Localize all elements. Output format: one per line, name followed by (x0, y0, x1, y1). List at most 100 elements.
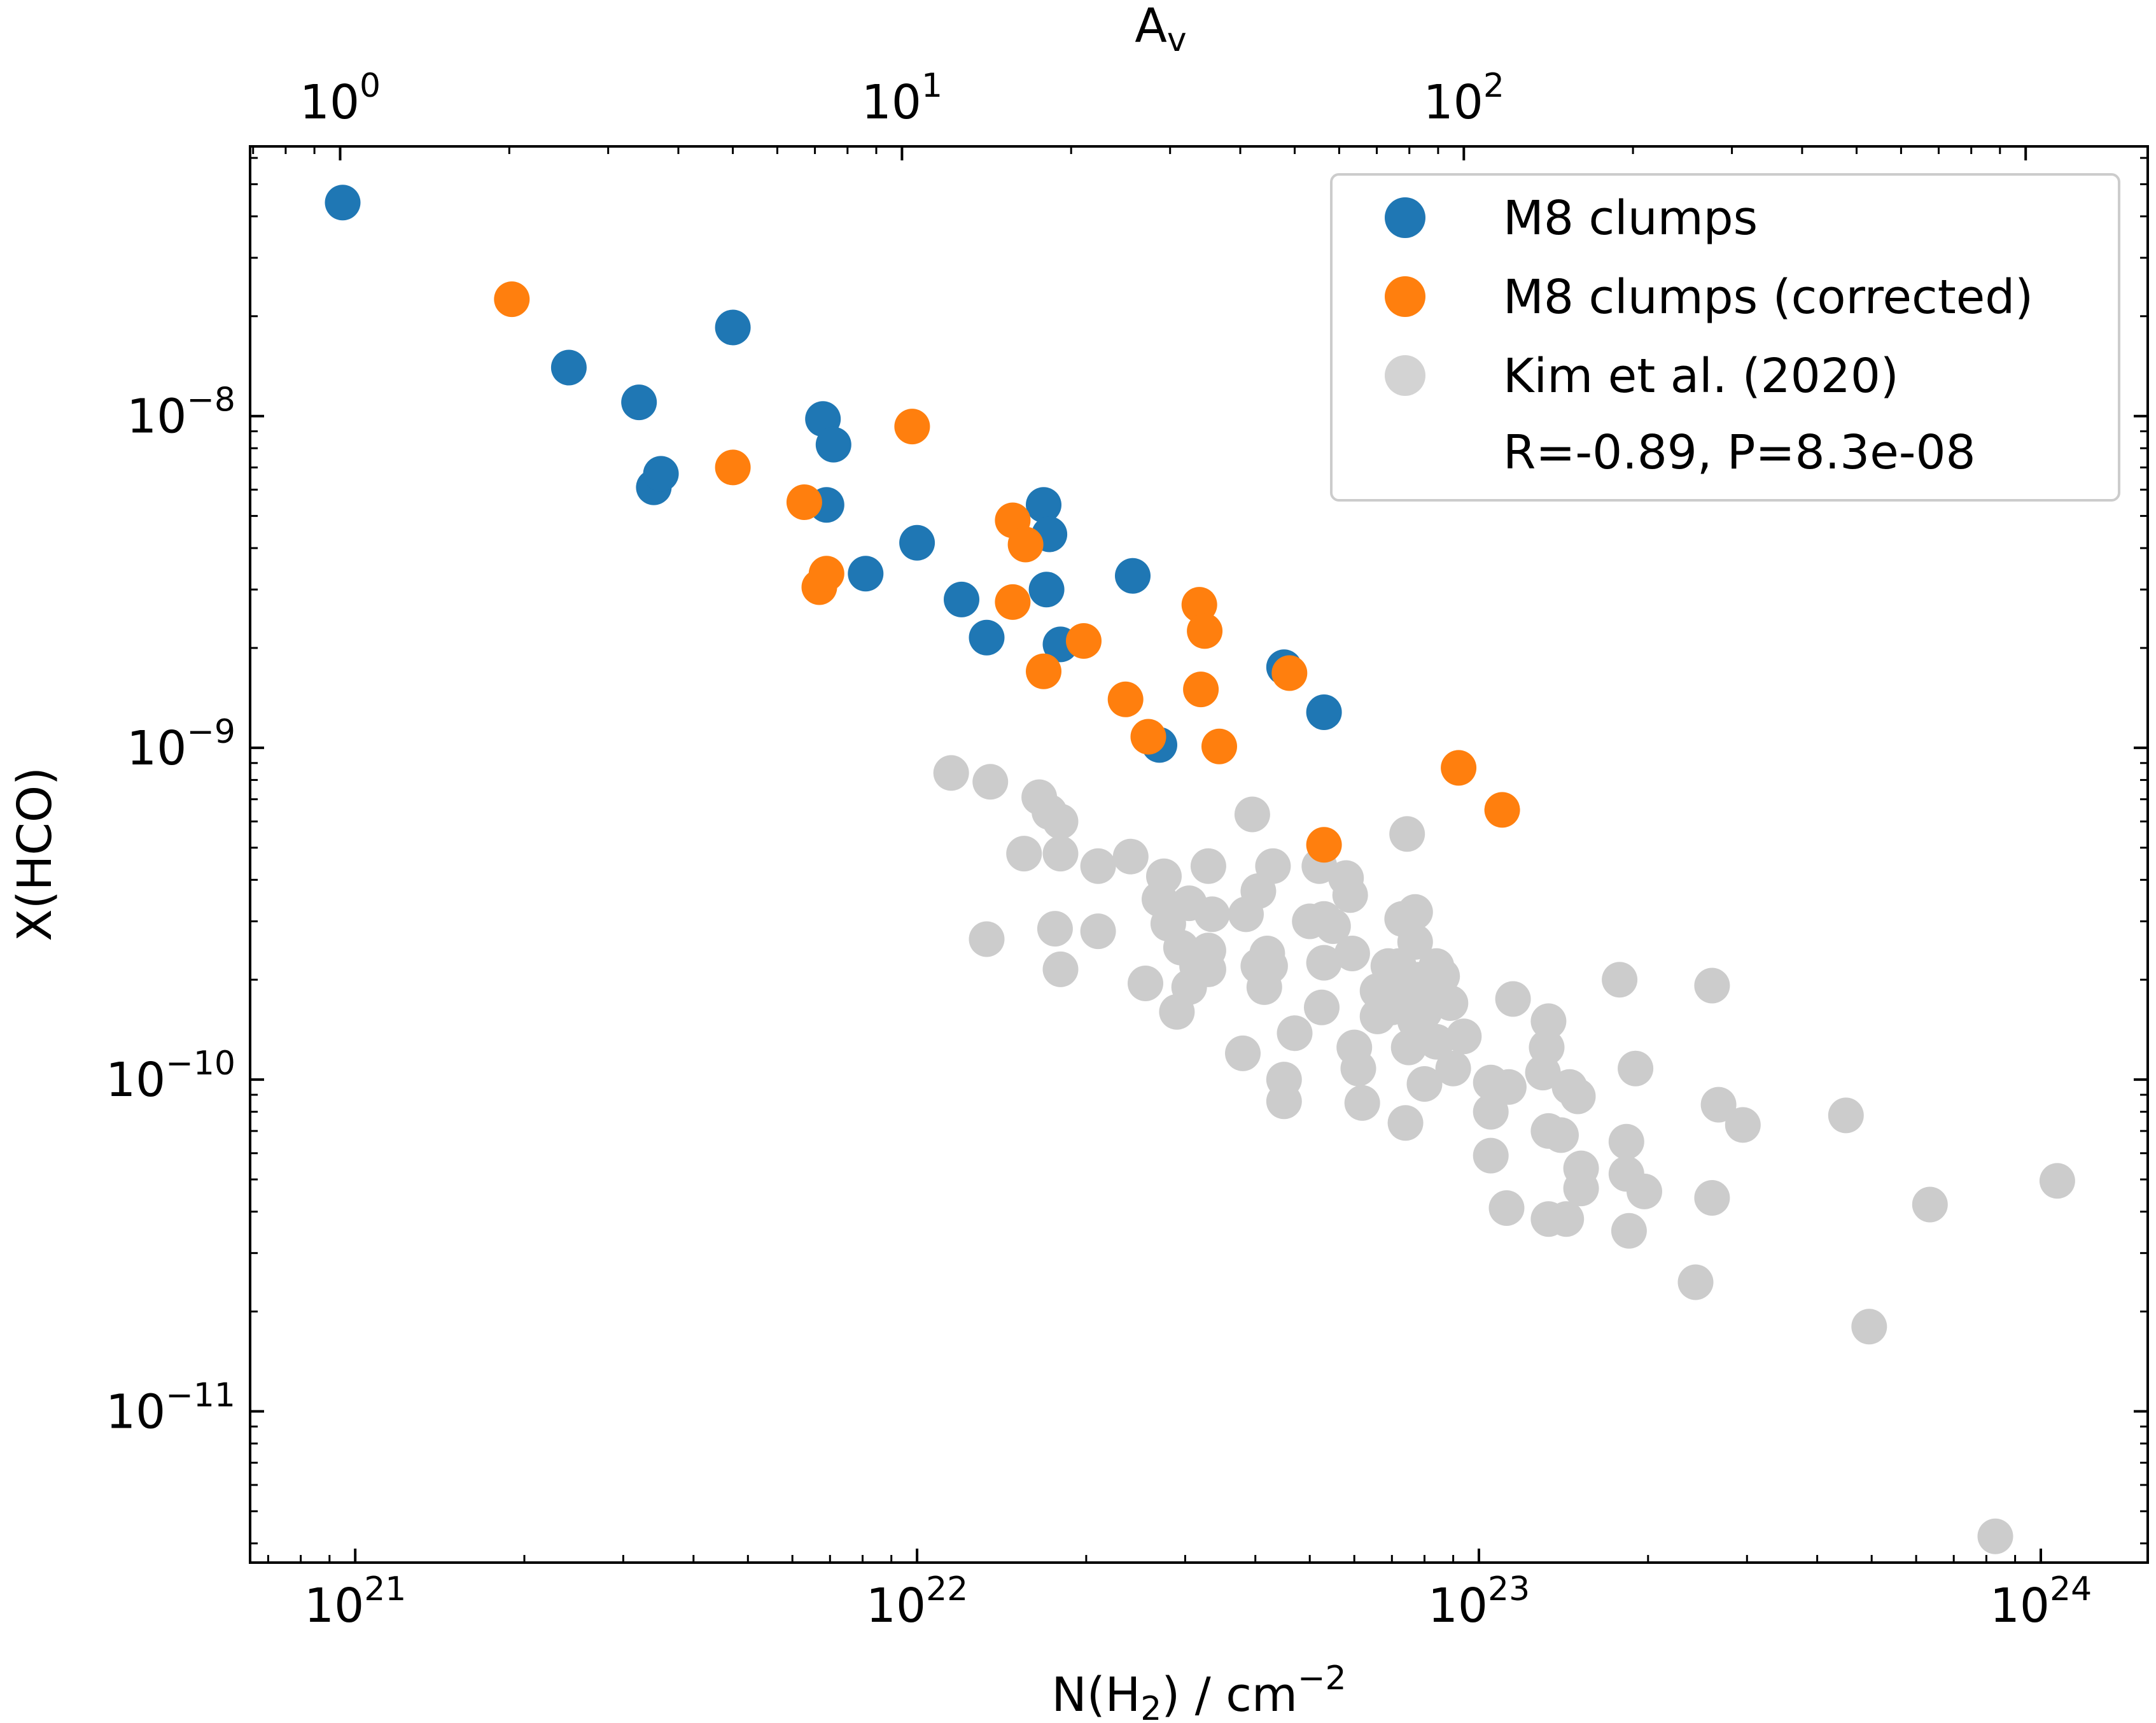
point-kim-et-al-2020-30 (1255, 848, 1291, 884)
top-tick-label: 100 (300, 67, 381, 130)
point-kim-et-al-2020-27 (1234, 796, 1270, 833)
point-kim-et-al-2020-102 (1851, 1309, 1887, 1345)
legend-label-m8-clumps-corrected: M8 clumps (corrected) (1503, 270, 2033, 325)
point-m8-clumps-7 (815, 426, 851, 463)
point-kim-et-al-2020-99 (1700, 1087, 1737, 1123)
point-m8-clumps-corrected-20 (1484, 792, 1520, 828)
point-kim-et-al-2020-74 (1473, 1094, 1509, 1130)
legend-marker-m8-clumps-corrected (1385, 276, 1425, 317)
point-kim-et-al-2020-87 (1560, 1078, 1596, 1115)
point-m8-clumps-corrected-8 (995, 584, 1031, 620)
point-kim-et-al-2020-72 (1446, 1018, 1482, 1055)
point-m8-clumps-13 (1026, 487, 1061, 523)
point-kim-et-al-2020-75 (1473, 1137, 1509, 1174)
point-kim-et-al-2020-34 (1246, 969, 1282, 1005)
point-kim-et-al-2020-80 (1530, 1003, 1567, 1039)
point-kim-et-al-2020-89 (1563, 1171, 1599, 1207)
x-tick-label: 1022 (866, 1570, 968, 1633)
point-m8-clumps-corrected-18 (1306, 827, 1342, 863)
point-kim-et-al-2020-61 (1397, 924, 1433, 960)
point-m8-clumps-corrected-2 (786, 484, 822, 520)
point-m8-clumps-corrected-11 (1107, 681, 1144, 717)
point-m8-clumps-5 (643, 456, 679, 492)
point-kim-et-al-2020-93 (1611, 1213, 1647, 1249)
point-kim-et-al-2020-90 (1602, 962, 1638, 998)
point-m8-clumps-corrected-19 (1441, 750, 1477, 786)
point-kim-et-al-2020-8 (1037, 911, 1073, 947)
point-kim-et-al-2020-66 (1406, 1066, 1443, 1102)
point-kim-et-al-2020-46 (1334, 936, 1370, 971)
point-kim-et-al-2020-48 (1340, 1050, 1376, 1087)
point-m8-clumps-9 (848, 556, 884, 592)
y-tick-label: 10−9 (127, 713, 235, 776)
point-kim-et-al-2020-42 (1304, 989, 1340, 1025)
point-kim-et-al-2020-5 (1042, 803, 1079, 840)
point-kim-et-al-2020-23 (1194, 896, 1230, 932)
point-m8-clumps-10 (899, 524, 935, 561)
point-kim-et-al-2020-6 (1006, 836, 1042, 872)
y-tick-label: 10−8 (127, 381, 235, 444)
top-axis-label: Av (1135, 0, 1186, 59)
point-kim-et-al-2020-103 (1912, 1186, 1948, 1223)
point-kim-et-al-2020-105 (2039, 1163, 2075, 1199)
point-m8-clumps-corrected-9 (1026, 653, 1061, 689)
point-kim-et-al-2020-13 (1128, 966, 1163, 1001)
legend-frame (1330, 173, 2120, 502)
point-m8-clumps-corrected-17 (1271, 655, 1308, 691)
plot-frame (249, 145, 2149, 1564)
point-kim-et-al-2020-71 (1435, 1050, 1471, 1087)
point-kim-et-al-2020-21 (1159, 994, 1195, 1030)
point-kim-et-al-2020-12 (1112, 838, 1149, 875)
point-kim-et-al-2020-76 (1488, 1190, 1525, 1226)
data-points (325, 185, 2075, 1554)
y-axis-label: X(HCO) (8, 767, 62, 941)
point-kim-et-al-2020-45 (1332, 877, 1368, 913)
point-m8-clumps-15 (1028, 572, 1065, 608)
legend-marker-kim-2020 (1385, 355, 1425, 396)
point-kim-et-al-2020-85 (1543, 1117, 1579, 1153)
point-kim-et-al-2020-60 (1397, 894, 1433, 930)
point-kim-et-al-2020-94 (1618, 1050, 1654, 1087)
point-kim-et-al-2020-22 (1190, 848, 1226, 884)
point-kim-et-al-2020-70 (1432, 985, 1469, 1021)
point-m8-clumps-2 (621, 384, 657, 421)
point-kim-et-al-2020-95 (1627, 1173, 1662, 1209)
point-m8-clumps-corrected-4 (808, 556, 844, 592)
point-kim-et-al-2020-43 (1315, 908, 1351, 945)
point-kim-et-al-2020-69 (1424, 958, 1460, 994)
point-m8-clumps-corrected-5 (894, 409, 930, 445)
point-m8-clumps-corrected-7 (1007, 526, 1044, 563)
point-m8-clumps-0 (325, 185, 361, 221)
point-m8-clumps-12 (969, 619, 1005, 656)
x-tick-label: 1023 (1428, 1570, 1530, 1633)
point-m8-clumps-20 (1306, 694, 1342, 730)
point-kim-et-al-2020-37 (1277, 1015, 1313, 1051)
y-tick-label: 10−10 (106, 1044, 235, 1108)
point-kim-et-al-2020-2 (969, 921, 1005, 957)
point-m8-clumps-1 (550, 349, 587, 386)
legend: M8 clumps M8 clumps (corrected) Kim et a… (1330, 173, 2120, 502)
point-kim-et-al-2020-10 (1080, 848, 1116, 884)
point-kim-et-al-2020-96 (1677, 1264, 1714, 1300)
point-kim-et-al-2020-56 (1389, 816, 1425, 852)
point-kim-et-al-2020-68 (1418, 1023, 1455, 1060)
point-kim-et-al-2020-25 (1190, 951, 1226, 987)
legend-label-kim-2020: Kim et al. (2020) (1503, 349, 1899, 404)
point-kim-et-al-2020-100 (1725, 1107, 1761, 1143)
point-m8-clumps-corrected-1 (715, 449, 751, 486)
point-kim-et-al-2020-9 (1042, 951, 1079, 987)
point-kim-et-al-2020-101 (1828, 1097, 1864, 1134)
point-kim-et-al-2020-91 (1608, 1123, 1644, 1160)
point-kim-et-al-2020-7 (1042, 836, 1079, 872)
point-kim-et-al-2020-0 (933, 755, 969, 791)
top-tick-label: 102 (1424, 67, 1504, 130)
point-kim-et-al-2020-78 (1495, 981, 1531, 1017)
point-m8-clumps-corrected-12 (1130, 719, 1166, 755)
point-kim-et-al-2020-104 (1977, 1518, 2013, 1554)
point-kim-et-al-2020-97 (1694, 967, 1730, 1004)
point-kim-et-al-2020-11 (1080, 913, 1116, 950)
x-axis-label: N(H2) / cm−2 (1051, 1659, 1346, 1723)
point-kim-et-al-2020-28 (1225, 1035, 1261, 1071)
point-kim-et-al-2020-84 (1548, 1201, 1585, 1237)
